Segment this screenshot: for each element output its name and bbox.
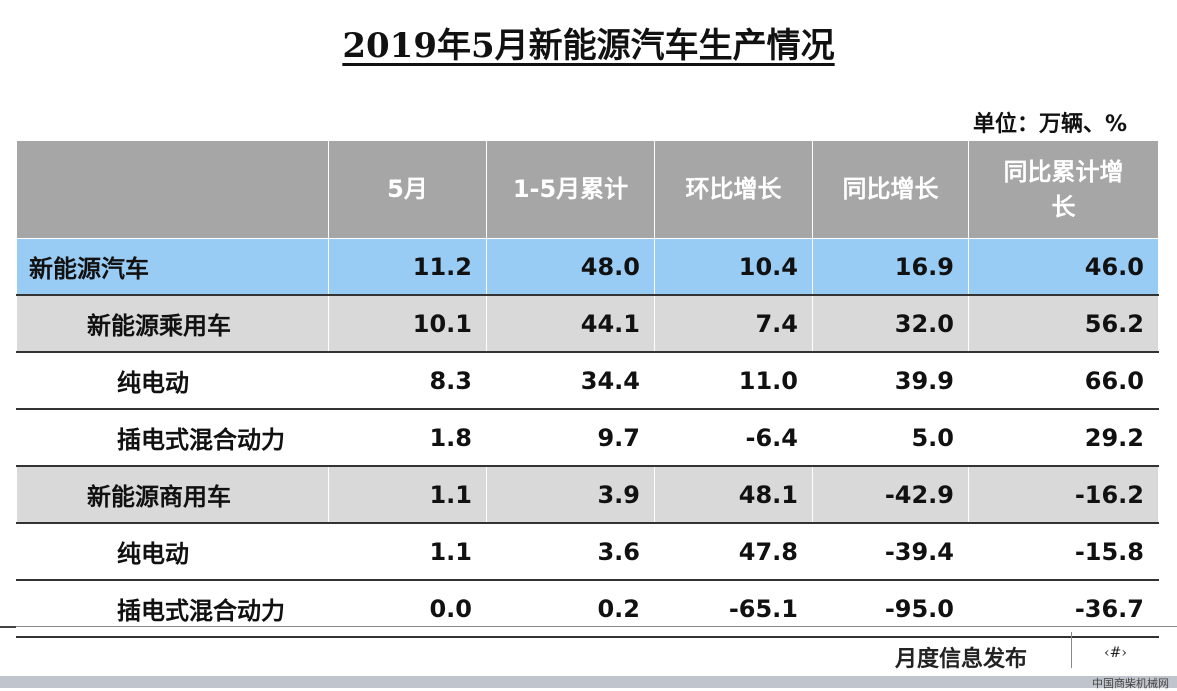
table-row: 新能源汽车 11.2 48.0 10.4 16.9 46.0 bbox=[16, 238, 1159, 296]
row-value: 8.3 bbox=[328, 351, 487, 410]
header-cell-yoy-cumulative: 同比累计增 长 bbox=[968, 140, 1159, 239]
header-row: 5月 1-5月累计 环比增长 同比增长 同比累计增 长 bbox=[16, 140, 1159, 239]
production-table: 5月 1-5月累计 环比增长 同比增长 同比累计增 长 新能源汽车 11.2 48.… bbox=[16, 140, 1159, 638]
row-value: 48.0 bbox=[486, 238, 655, 296]
table-row: 纯电动 8.3 34.4 11.0 39.9 66.0 bbox=[16, 351, 1159, 410]
row-value: 34.4 bbox=[486, 351, 655, 410]
row-value: 0.0 bbox=[328, 579, 487, 638]
header-cell-blank bbox=[16, 140, 329, 239]
row-value: -95.0 bbox=[812, 579, 969, 638]
row-value: 16.9 bbox=[812, 238, 969, 296]
row-value: 44.1 bbox=[486, 294, 655, 353]
row-value: 11.0 bbox=[654, 351, 813, 410]
row-value: 11.2 bbox=[328, 238, 487, 296]
watermark: 中国商柴机械网 bbox=[1092, 677, 1169, 690]
row-value: 1.1 bbox=[328, 522, 487, 581]
footer-tick bbox=[0, 626, 16, 628]
footer-label: 月度信息发布 bbox=[895, 647, 1028, 672]
header-cell-yoy: 同比增长 bbox=[812, 140, 969, 239]
row-value: 7.4 bbox=[654, 294, 813, 353]
bottom-bar bbox=[0, 676, 1177, 688]
table-row: 纯电动 1.1 3.6 47.8 -39.4 -15.8 bbox=[16, 522, 1159, 581]
row-value: -6.4 bbox=[654, 408, 813, 467]
row-label: 纯电动 bbox=[16, 522, 329, 581]
table-row: 新能源乘用车 10.1 44.1 7.4 32.0 56.2 bbox=[16, 294, 1159, 353]
row-value: 3.6 bbox=[486, 522, 655, 581]
unit-label: 单位：万辆、% bbox=[972, 112, 1127, 137]
row-value: -36.7 bbox=[968, 579, 1159, 638]
row-value: 1.1 bbox=[328, 465, 487, 524]
row-label: 纯电动 bbox=[16, 351, 329, 410]
row-value: 39.9 bbox=[812, 351, 969, 410]
row-value: 5.0 bbox=[812, 408, 969, 467]
row-value: 47.8 bbox=[654, 522, 813, 581]
row-label: 插电式混合动力 bbox=[16, 579, 329, 638]
row-value: -65.1 bbox=[654, 579, 813, 638]
page-number: ‹#› bbox=[1104, 645, 1127, 661]
row-value: -16.2 bbox=[968, 465, 1159, 524]
row-value: 9.7 bbox=[486, 408, 655, 467]
row-value: 0.2 bbox=[486, 579, 655, 638]
row-value: -15.8 bbox=[968, 522, 1159, 581]
page-title: 2019年5月新能源汽车生产情况 bbox=[342, 26, 835, 66]
header-cell-month: 5月 bbox=[328, 140, 487, 239]
table-row: 插电式混合动力 1.8 9.7 -6.4 5.0 29.2 bbox=[16, 408, 1159, 467]
table-row: 新能源商用车 1.1 3.9 48.1 -42.9 -16.2 bbox=[16, 465, 1159, 524]
row-value: -39.4 bbox=[812, 522, 969, 581]
header-cell-mom: 环比增长 bbox=[654, 140, 813, 239]
row-value: 1.8 bbox=[328, 408, 487, 467]
footer-divider bbox=[0, 626, 1177, 627]
row-value: 10.1 bbox=[328, 294, 487, 353]
row-label: 新能源乘用车 bbox=[16, 294, 329, 353]
row-value: 56.2 bbox=[968, 294, 1159, 353]
row-label: 新能源汽车 bbox=[16, 238, 329, 296]
row-label: 插电式混合动力 bbox=[16, 408, 329, 467]
row-value: 32.0 bbox=[812, 294, 969, 353]
row-value: 46.0 bbox=[968, 238, 1159, 296]
row-value: 10.4 bbox=[654, 238, 813, 296]
row-label: 新能源商用车 bbox=[16, 465, 329, 524]
row-value: 29.2 bbox=[968, 408, 1159, 467]
row-value: 66.0 bbox=[968, 351, 1159, 410]
table-row: 插电式混合动力 0.0 0.2 -65.1 -95.0 -36.7 bbox=[16, 579, 1159, 638]
header-cell-cumulative: 1-5月累计 bbox=[486, 140, 655, 239]
footer-separator bbox=[1071, 632, 1072, 668]
row-value: 48.1 bbox=[654, 465, 813, 524]
row-value: -42.9 bbox=[812, 465, 969, 524]
header-text-yoy-cumulative: 同比累计增 长 bbox=[1003, 157, 1124, 221]
row-value: 3.9 bbox=[486, 465, 655, 524]
